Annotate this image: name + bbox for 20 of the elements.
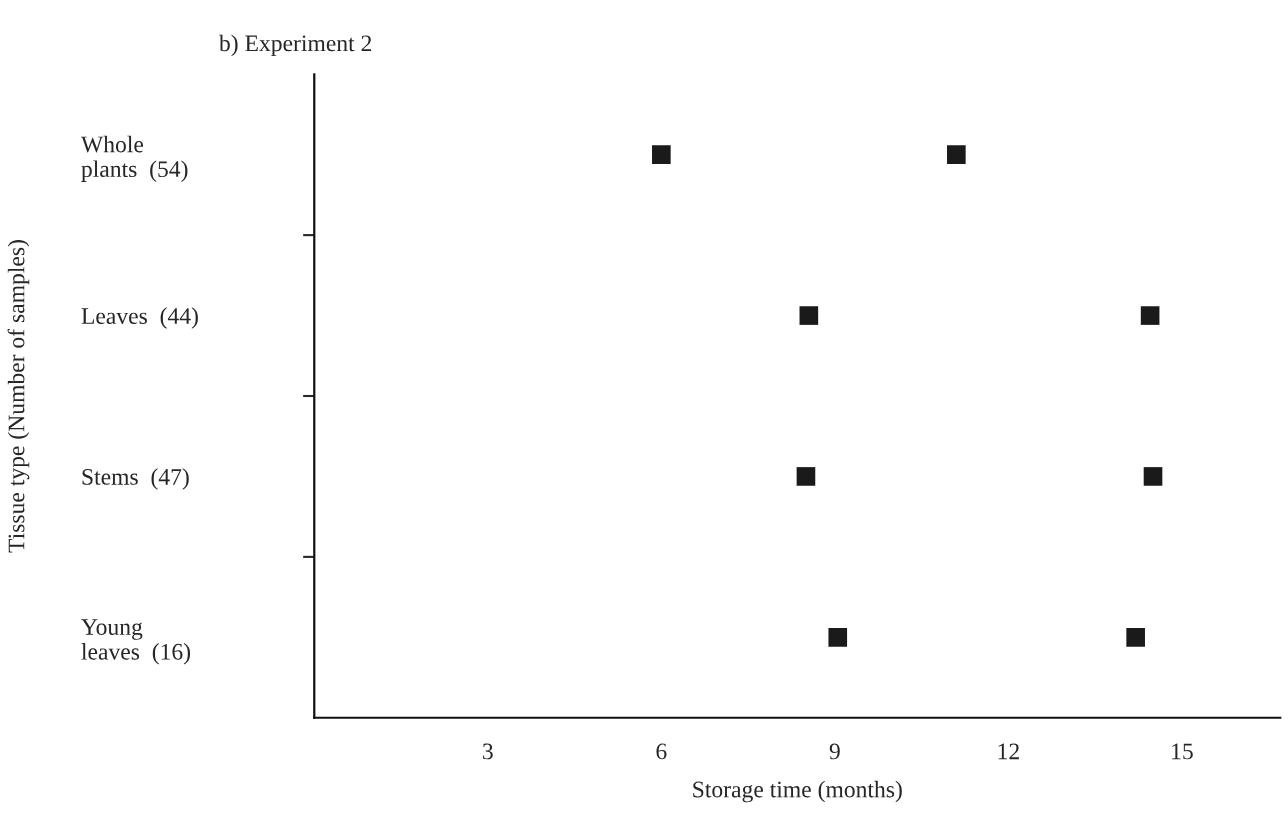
point bbox=[947, 145, 966, 164]
x-tick-label: 12 bbox=[998, 743, 1019, 760]
y-tick-label: Stems (47) bbox=[82, 468, 189, 490]
point bbox=[796, 467, 816, 486]
point bbox=[1140, 306, 1160, 325]
y-tick-label: Leaves (44) bbox=[81, 307, 198, 329]
point bbox=[828, 628, 848, 647]
x-axis-title: Storage time (months) bbox=[693, 780, 902, 803]
x-tick-label: 15 bbox=[1172, 743, 1193, 760]
point bbox=[799, 306, 819, 325]
x-tick-label: 6 bbox=[656, 743, 667, 760]
y-tick-label: Young leaves (16) bbox=[81, 619, 191, 665]
y-tick-label: Whole plants (54) bbox=[80, 135, 188, 182]
point bbox=[1126, 628, 1145, 647]
point bbox=[652, 145, 671, 164]
x-tick-label: 3 bbox=[483, 743, 493, 760]
chart-title: b) Experiment 2 bbox=[218, 34, 372, 57]
y-axis-title: Tissue type (Number of samples) bbox=[7, 240, 30, 553]
point bbox=[1143, 467, 1163, 486]
x-tick-label: 9 bbox=[829, 743, 840, 760]
